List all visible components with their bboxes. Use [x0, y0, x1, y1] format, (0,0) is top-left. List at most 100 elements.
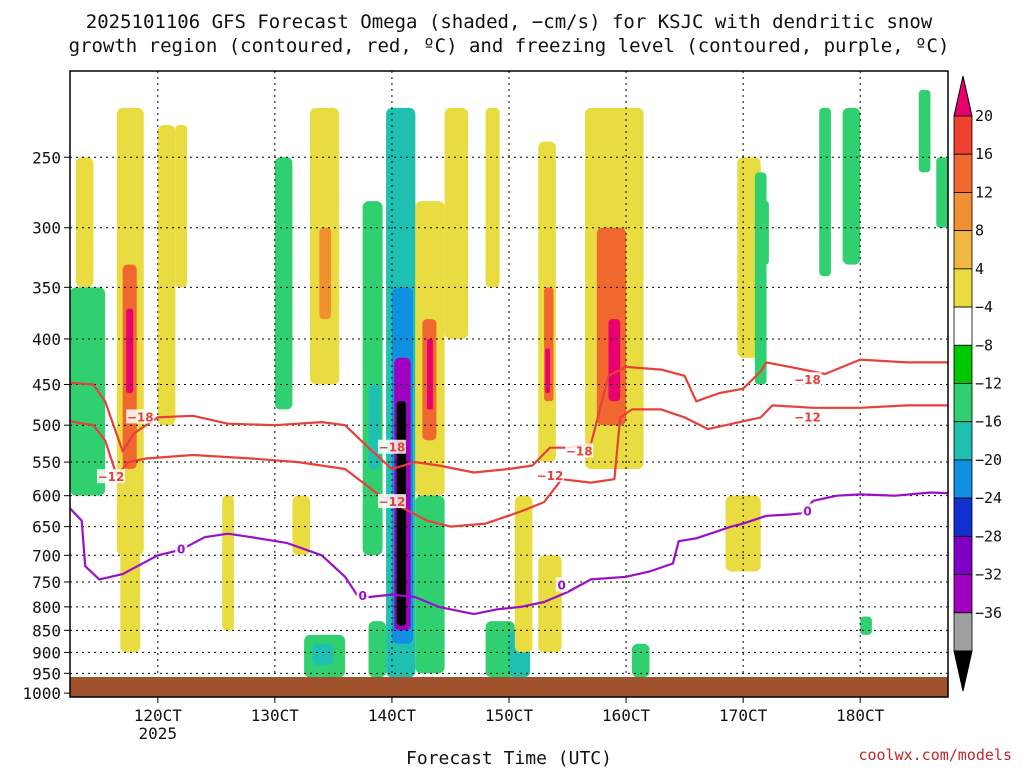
y-tick-label-950: 950: [32, 664, 61, 683]
freezing-level-0-label-bg-3: [801, 503, 814, 518]
omega-cell-42: [759, 201, 769, 265]
omega-cell-43: [819, 107, 831, 277]
y-tick-label-700: 700: [32, 546, 61, 565]
dgz-minus-18-label-3: −18: [794, 373, 821, 387]
x-tick-label-130CT: 130CT: [251, 706, 300, 725]
y-tick-label-450: 450: [32, 375, 61, 394]
freezing-level-0-label-bg-2: [555, 577, 568, 592]
omega-cell-11: [319, 227, 332, 320]
x-tick-label-180CT: 180CT: [836, 706, 885, 725]
omega-cell-37: [608, 319, 621, 402]
colorbar-label-2: 12: [975, 183, 993, 201]
omega-cell-4: [126, 308, 134, 393]
omega-cell-46: [918, 89, 931, 173]
dgz-minus-18-label-0: −18: [127, 410, 154, 424]
colorbar-swatch-13: [953, 574, 973, 614]
freezing-level-0-label-0: 0: [177, 543, 185, 557]
colorbar-swatch-7: [953, 344, 973, 384]
dgz-minus-12-line: [70, 404, 948, 528]
x-tick-label-120CT: 120CT: [134, 706, 183, 725]
colorbar-label-4: 4: [975, 260, 984, 278]
colorbar-label-1: 16: [975, 145, 993, 163]
colorbar-swatch-3: [953, 192, 973, 232]
dgz-minus-12-label-2: −12: [537, 469, 564, 483]
dgz-minus-12-label-bg-2: [535, 467, 564, 482]
colorbar-swatch-5: [953, 268, 973, 308]
colorbar-swatch-2: [953, 153, 973, 193]
omega-cell-34: [538, 555, 562, 653]
y-tick-label-650: 650: [32, 518, 61, 537]
y-tick-label-350: 350: [32, 278, 61, 297]
ground-surface: [70, 677, 948, 697]
omega-shading: [70, 89, 948, 678]
dgz-minus-18-label-bg-1: [377, 439, 406, 454]
colorbar-swatch-6: [953, 306, 973, 346]
dgz-minus-18-label-bg-2: [565, 443, 594, 458]
omega-cell-33: [545, 348, 550, 393]
omega-cell-17: [368, 621, 387, 678]
dgz-minus-18-label-bg-0: [126, 409, 155, 424]
x-tick-label-160CT: 160CT: [602, 706, 651, 725]
dgz-minus-12-label-3: −12: [794, 410, 821, 424]
colorbar-swatch-10: [953, 459, 973, 499]
x-tick-sublabel-120CT: 2025: [139, 724, 178, 743]
omega-cell-47: [936, 157, 948, 228]
colorbar-label-8: −16: [975, 413, 1002, 431]
y-tick-label-800: 800: [32, 598, 61, 617]
freezing-level-0-label-3: 0: [803, 504, 811, 518]
colorbar-swatch-1: [953, 115, 973, 155]
omega-cell-1: [75, 157, 94, 288]
freezing-level-0-label-bg-0: [175, 541, 188, 556]
colorbar-label-3: 8: [975, 222, 984, 240]
x-tick-label-170CT: 170CT: [719, 706, 768, 725]
colorbar-swatch-11: [953, 497, 973, 537]
colorbar-top-arrow: [953, 75, 973, 117]
y-tick-label-250: 250: [32, 148, 61, 167]
omega-cell-38: [631, 643, 650, 678]
colorbar: 20 16 12 8 4 −4 −8 −12 −16 −20 −24 −28 −32 −36: [953, 75, 1002, 692]
omega-cell-45: [860, 616, 872, 635]
y-tick-label-500: 500: [32, 416, 61, 435]
colorbar-label-12: −32: [975, 566, 1002, 584]
omega-cell-16: [368, 384, 381, 470]
omega-cell-26: [444, 107, 469, 339]
dgz-minus-12-label-bg-3: [793, 409, 822, 424]
omega-cell-7: [175, 125, 188, 288]
omega-cell-24: [427, 338, 433, 410]
omega-cell-25: [415, 495, 445, 674]
y-tick-label-900: 900: [32, 643, 61, 662]
colorbar-label-6: −8: [975, 336, 993, 354]
y-tick-label-1000: 1000: [22, 684, 61, 703]
omega-cell-27: [485, 107, 500, 288]
y-tick-label-300: 300: [32, 219, 61, 238]
omega-cell-6: [157, 125, 176, 426]
y-tick-label-400: 400: [32, 330, 61, 349]
freezing-level-0-label-2: 0: [558, 579, 566, 593]
y-axis: 250 300 350 400 450 500 550 600 650 700 750 800 850 9…: [22, 148, 70, 703]
omega-cell-0: [70, 287, 106, 496]
y-tick-label-750: 750: [32, 573, 61, 592]
colorbar-label-13: −36: [975, 604, 1002, 622]
x-tick-label-140CT: 140CT: [368, 706, 417, 725]
x-axis-label: Forecast Time (UTC): [406, 748, 612, 768]
colorbar-label-10: −24: [975, 489, 1002, 507]
omega-cell-21: [396, 401, 406, 626]
omega-cell-8: [222, 495, 234, 631]
omega-cell-44: [842, 107, 861, 265]
freezing-level-0-line: [70, 491, 948, 616]
omega-cell-12: [292, 495, 310, 556]
freezing-level-0-label-bg-1: [356, 588, 369, 603]
y-tick-label-550: 550: [32, 453, 61, 472]
dgz-minus-18-label-1: −18: [379, 441, 406, 455]
colorbar-label-9: −20: [975, 451, 1002, 469]
y-tick-label-850: 850: [32, 621, 61, 640]
freezing-level-0-label-1: 0: [358, 589, 366, 603]
colorbar-bottom-arrow: [953, 650, 973, 692]
colorbar-swatch-8: [953, 383, 973, 423]
omega-cell-14: [312, 643, 334, 666]
omega-cell-9: [274, 157, 293, 410]
dgz-minus-18-label-2: −18: [566, 444, 593, 458]
